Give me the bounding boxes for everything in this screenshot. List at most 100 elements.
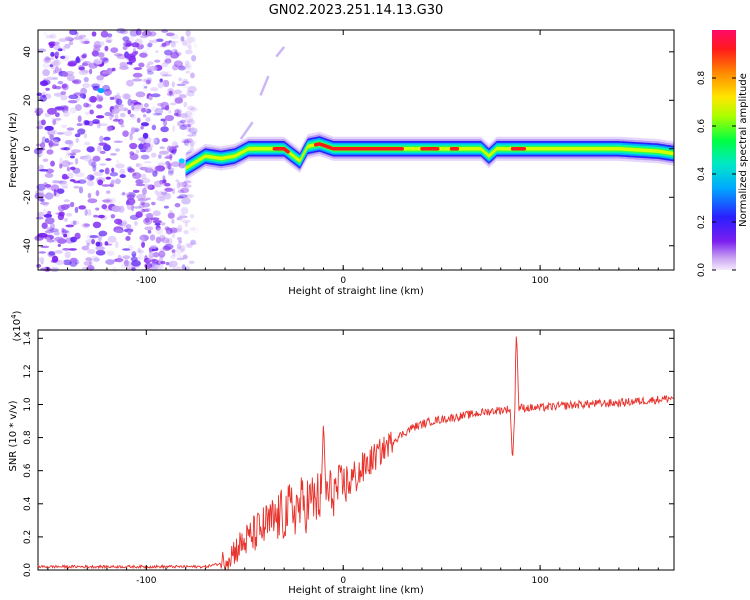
noise-blob [158, 181, 166, 188]
noise-blob [69, 155, 76, 159]
noise-blob [102, 144, 111, 152]
noise-blob [160, 126, 169, 133]
noise-blob [179, 65, 185, 70]
noise-blob [43, 203, 49, 207]
noise-blob [186, 193, 195, 199]
noise-blob [36, 263, 42, 268]
noise-blob [37, 48, 47, 53]
noise-blob [100, 30, 109, 38]
noise-blob [178, 212, 186, 220]
noise-blob [132, 172, 137, 176]
noise-blob [52, 59, 62, 67]
noise-blob [52, 137, 61, 143]
noise-blob [63, 147, 71, 151]
noise-blob [190, 239, 196, 245]
noise-blob [165, 261, 170, 266]
noise-blob [109, 172, 119, 177]
colorbar-gradient [712, 30, 736, 270]
noise-blob [163, 205, 169, 209]
noise-blob [38, 197, 44, 202]
noise-blob [74, 232, 81, 240]
noise-blob [81, 54, 87, 59]
noise-blob [125, 236, 131, 241]
noise-blob [120, 124, 125, 128]
noise-blob [147, 184, 155, 190]
noise-blob [176, 196, 184, 199]
noise-blob [39, 142, 46, 149]
x-tick-label: -100 [136, 576, 157, 586]
noise-blob [140, 154, 150, 160]
noise-blob [82, 83, 91, 89]
noise-blob [115, 228, 123, 233]
noise-blob [36, 92, 42, 97]
noise-blob [80, 87, 88, 95]
noise-blob [171, 167, 177, 171]
noise-blob [54, 106, 65, 110]
noise-blob [86, 176, 91, 181]
y-tick-label: 0.4 [23, 496, 33, 511]
noise-blob [159, 196, 166, 203]
noise-blob [140, 173, 147, 180]
noise-blob [137, 137, 146, 142]
noise-blob [89, 95, 97, 103]
noise-blob [64, 140, 74, 145]
noise-blob [74, 57, 81, 64]
noise-blob [40, 201, 50, 205]
noise-blob [64, 217, 68, 222]
noise-blob [117, 254, 122, 261]
noise-blob [131, 51, 137, 57]
noise-blob [144, 226, 154, 231]
noise-blob [184, 242, 194, 247]
noise-blob [87, 61, 94, 65]
snr-scale-base: (x10 [12, 319, 23, 342]
noise-blob [52, 69, 57, 75]
noise-blob [141, 187, 147, 196]
noise-blob [48, 41, 57, 47]
noise-blob [119, 65, 129, 70]
noise-blob [161, 42, 167, 47]
noise-blob [178, 239, 182, 244]
noise-blob [107, 33, 113, 38]
x-tick-label: 0 [340, 276, 346, 286]
noise-blob [35, 216, 44, 220]
noise-blob [113, 140, 123, 144]
snr-panel: -100 0 100 0.0 0.2 0.4 0.6 0.8 1.0 1.2 1.4 Height … [8, 310, 675, 596]
noise-blob [176, 257, 185, 261]
noise-blob [159, 146, 165, 150]
y-tick-label: 1.0 [23, 397, 33, 412]
noise-blob [41, 79, 51, 86]
noise-blob [121, 219, 128, 227]
noise-blob [158, 250, 166, 258]
noise-blob [148, 251, 155, 259]
noise-blob [36, 125, 44, 130]
noise-blob [173, 60, 183, 68]
noise-blob [138, 236, 146, 243]
noise-blob [169, 227, 178, 234]
noise-blob [174, 145, 179, 148]
noise-blob [131, 251, 137, 258]
noise-blob [122, 255, 131, 260]
noise-blob [193, 131, 197, 137]
noise-blob [185, 70, 191, 74]
noise-blob [177, 236, 183, 241]
noise-blob [181, 197, 191, 205]
noise-blob [132, 72, 143, 78]
noise-blob [145, 213, 154, 219]
noise-blob [122, 93, 130, 100]
noise-blob [74, 133, 81, 138]
noise-blob [135, 163, 143, 168]
noise-blob [137, 198, 148, 202]
noise-blob [42, 158, 49, 163]
noise-blob [95, 177, 106, 183]
noise-blob [143, 103, 149, 108]
noise-blob [142, 113, 147, 118]
noise-blob [91, 238, 95, 245]
noise-blob [187, 105, 195, 111]
noise-blob [135, 179, 144, 185]
noise-blob [56, 188, 65, 194]
noise-blob [159, 78, 163, 83]
noise-blob [129, 133, 133, 141]
noise-blob [91, 31, 97, 37]
noise-blob [84, 120, 90, 126]
noise-blob [175, 51, 182, 57]
